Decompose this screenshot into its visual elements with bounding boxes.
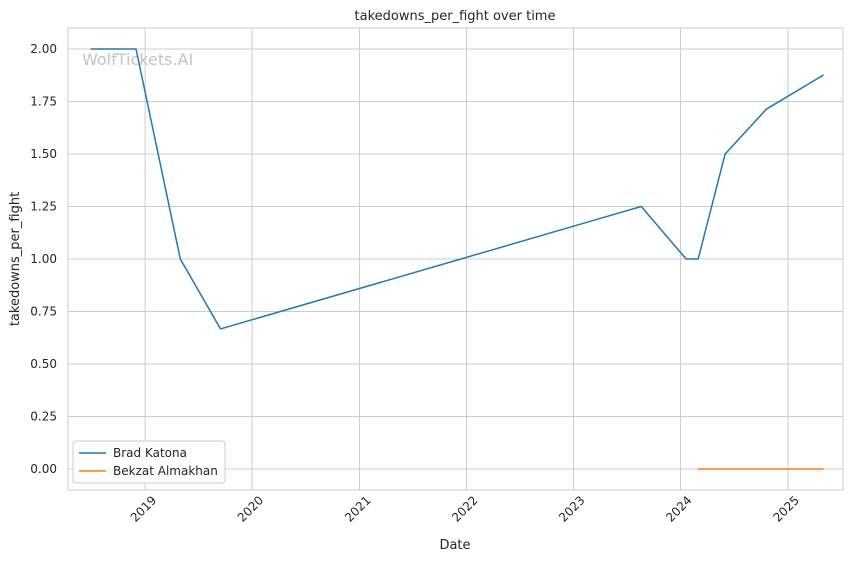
y-tick-label: 1.25 (30, 200, 57, 214)
y-tick-label: 0.25 (30, 410, 57, 424)
legend-box (72, 440, 226, 484)
chart-title: takedowns_per_fight over time (355, 9, 556, 24)
y-tick-labels: 0.00 0.25 0.50 0.75 1.00 1.25 1.50 1.75 2.00 (30, 42, 57, 476)
y-tick-label: 0.00 (30, 462, 57, 476)
y-tick-label: 1.00 (30, 252, 57, 266)
series-line-brad-katona (90, 48, 824, 330)
plot-frame (67, 27, 844, 491)
y-tick-label: 0.75 (30, 305, 57, 319)
gridlines (68, 28, 843, 490)
legend-label-brad-katona: Brad Katona (113, 446, 187, 460)
legend-label-bekzat-almakhan: Bekzat Almakhan (113, 464, 218, 478)
y-tick-label: 2.00 (30, 42, 57, 56)
y-tick-label: 0.50 (30, 357, 57, 371)
y-tick-label: 1.50 (30, 147, 57, 161)
legend: Brad Katona Bekzat Almakhan (72, 440, 226, 484)
y-axis-label: takedowns_per_fight (8, 192, 23, 326)
series-layer (90, 48, 824, 470)
y-tick-label: 1.75 (30, 95, 57, 109)
x-axis-label: Date (439, 538, 470, 553)
